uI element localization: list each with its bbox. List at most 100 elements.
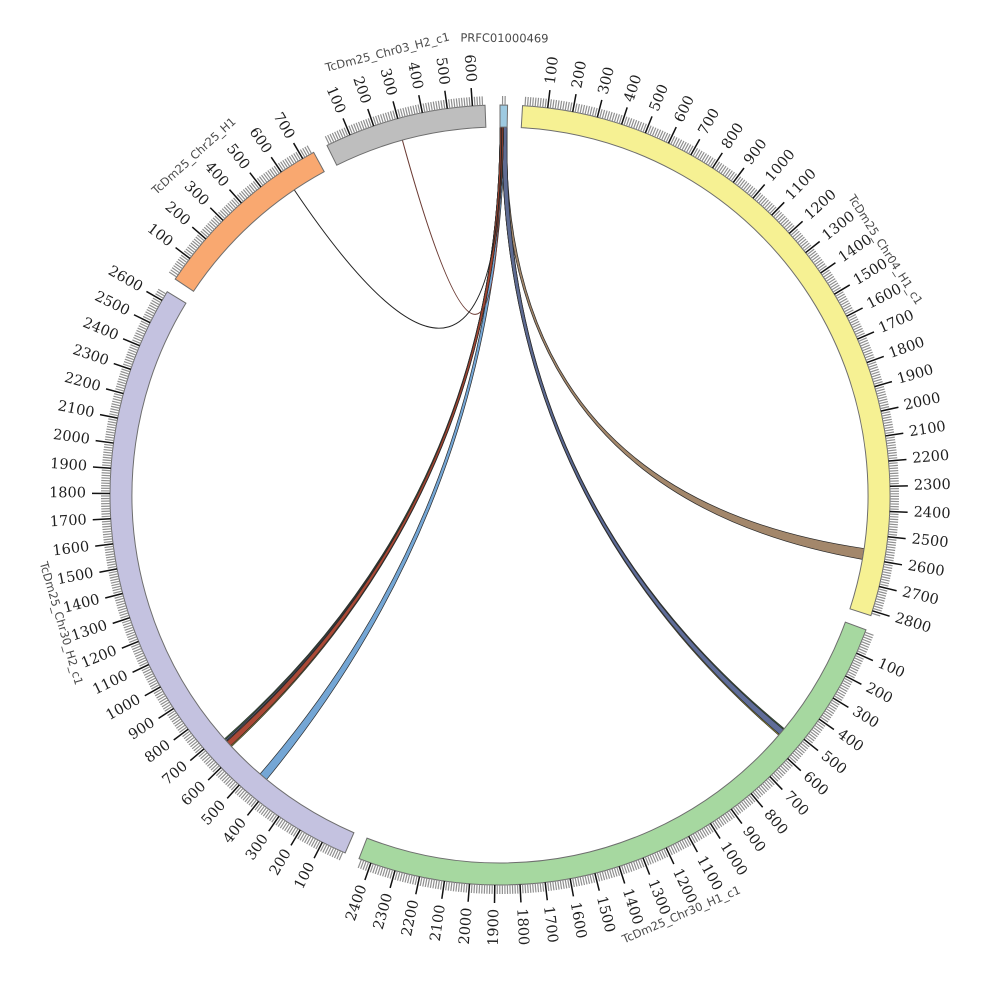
- major-tick: [175, 246, 191, 260]
- minor-tick: [195, 236, 203, 244]
- minor-tick: [203, 226, 212, 234]
- minor-tick: [877, 593, 887, 597]
- minor-tick: [409, 874, 413, 884]
- minor-tick: [288, 825, 295, 834]
- minor-tick: [632, 861, 638, 871]
- minor-tick: [802, 740, 810, 748]
- minor-tick: [110, 405, 120, 409]
- minor-tick: [147, 677, 156, 683]
- minor-tick: [174, 720, 183, 727]
- minor-tick: [377, 114, 382, 124]
- minor-tick: [630, 862, 635, 871]
- minor-tick: [221, 774, 229, 782]
- minor-tick: [724, 813, 731, 822]
- minor-tick: [338, 129, 344, 139]
- minor-tick: [654, 128, 659, 138]
- minor-tick: [674, 138, 680, 147]
- minor-tick: [705, 155, 712, 165]
- minor-tick: [832, 286, 842, 293]
- tick-label: 1900: [50, 456, 88, 474]
- minor-tick: [865, 356, 875, 361]
- minor-tick: [574, 103, 578, 113]
- minor-tick: [878, 588, 888, 592]
- minor-tick: [177, 724, 186, 731]
- minor-tick: [584, 105, 588, 115]
- tick-label: 600: [178, 779, 209, 810]
- minor-tick: [649, 854, 655, 864]
- minor-tick: [236, 787, 244, 796]
- minor-tick: [814, 258, 823, 266]
- minor-tick: [250, 182, 258, 191]
- minor-tick: [106, 560, 116, 564]
- tick-label: 1200: [79, 643, 119, 672]
- minor-tick: [734, 805, 742, 814]
- minor-tick: [466, 97, 468, 107]
- major-tick: [226, 784, 240, 799]
- minor-tick: [604, 870, 608, 880]
- minor-tick: [888, 523, 898, 526]
- minor-tick: [554, 99, 558, 110]
- minor-tick: [621, 865, 625, 875]
- minor-tick: [387, 869, 391, 878]
- minor-tick: [815, 261, 824, 268]
- minor-tick: [195, 746, 203, 754]
- minor-tick: [868, 363, 878, 368]
- minor-tick: [797, 236, 805, 244]
- minor-tick: [179, 726, 187, 733]
- minor-tick: [690, 834, 696, 844]
- minor-tick: [424, 877, 428, 888]
- minor-tick: [182, 730, 191, 738]
- minor-tick: [863, 633, 873, 639]
- minor-tick: [384, 868, 389, 878]
- major-tick: [544, 882, 549, 901]
- minor-tick: [331, 132, 337, 142]
- minor-tick: [297, 830, 303, 840]
- minor-tick: [230, 782, 238, 791]
- minor-tick: [880, 406, 890, 410]
- minor-tick: [236, 194, 244, 202]
- minor-tick: [879, 583, 889, 587]
- minor-tick: [193, 744, 202, 752]
- minor-tick: [269, 813, 276, 822]
- tick-label: 1400: [619, 887, 646, 927]
- minor-tick: [147, 306, 157, 312]
- minor-tick: [780, 217, 788, 225]
- minor-tick: [532, 97, 534, 107]
- tick-label: 100: [323, 84, 348, 116]
- minor-tick: [362, 861, 367, 870]
- minor-tick: [758, 196, 766, 204]
- major-tick: [519, 884, 522, 903]
- minor-tick: [266, 811, 274, 820]
- tick-label: 2200: [399, 898, 422, 937]
- minor-tick: [859, 645, 869, 651]
- minor-tick: [841, 302, 851, 308]
- minor-tick: [808, 732, 817, 740]
- minor-tick: [250, 799, 258, 808]
- minor-tick: [889, 521, 899, 523]
- tick-label: 1900: [895, 362, 935, 388]
- minor-tick: [882, 571, 892, 575]
- minor-tick: [625, 863, 630, 873]
- minor-tick: [586, 874, 591, 884]
- minor-tick: [458, 98, 461, 108]
- minor-tick: [275, 817, 282, 826]
- minor-tick: [805, 736, 813, 744]
- minor-tick: [886, 546, 896, 549]
- minor-tick: [299, 832, 306, 841]
- minor-tick: [564, 101, 568, 111]
- minor-tick: [379, 114, 384, 124]
- minor-tick: [170, 269, 179, 276]
- minor-tick: [212, 217, 220, 225]
- minor-tick: [888, 531, 898, 534]
- minor-tick: [875, 388, 885, 393]
- minor-tick: [412, 875, 416, 885]
- minor-tick: [284, 158, 291, 167]
- minor-tick: [105, 553, 115, 556]
- minor-tick: [254, 802, 262, 811]
- major-tick: [191, 226, 207, 240]
- minor-tick: [402, 107, 406, 117]
- minor-tick: [542, 882, 545, 892]
- tick-label: 2000: [903, 390, 942, 414]
- minor-tick: [121, 619, 131, 624]
- minor-tick: [814, 724, 823, 732]
